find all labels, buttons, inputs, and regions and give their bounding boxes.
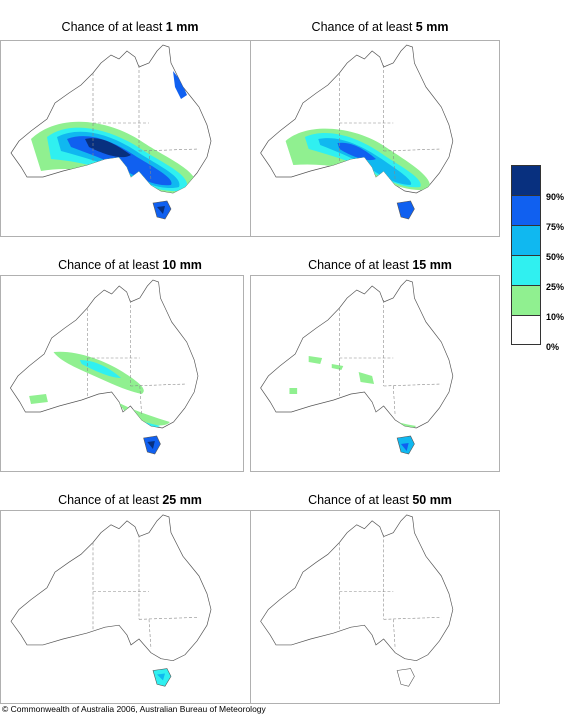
- legend-label: 0%: [546, 342, 560, 352]
- legend-swatch-75: [511, 195, 541, 225]
- legend-label: 90%: [546, 192, 565, 202]
- map-5mm: [250, 40, 500, 237]
- panel-5mm: Chance of at least 5 mm: [250, 0, 510, 240]
- panel-10mm: Chance of at least 10 mm: [0, 240, 260, 475]
- panel-50mm: Chance of at least 50 mm: [250, 475, 510, 705]
- legend-label: 25%: [546, 282, 565, 292]
- australia-map: [260, 279, 454, 455]
- australia-map: [10, 514, 212, 687]
- legend-swatch-0: [511, 315, 541, 345]
- map-1mm: [0, 40, 260, 237]
- legend-swatch-10: [511, 285, 541, 315]
- legend-swatch-90: [511, 165, 541, 195]
- panel-title: Chance of at least 1 mm: [61, 20, 199, 34]
- panel-title: Chance of at least 25 mm: [58, 493, 202, 507]
- panel-15mm: Chance of at least 15 mm: [250, 240, 510, 475]
- copyright-notice: © Commonwealth of Australia 2006, Austra…: [2, 704, 266, 714]
- australia-map: [10, 44, 212, 220]
- legend-label: 50%: [546, 252, 565, 262]
- map-25mm: [0, 510, 260, 704]
- australia-map: [260, 44, 454, 220]
- probability-legend: 90% 75% 50% 25% 10% 0%: [511, 165, 564, 352]
- legend-label: 75%: [546, 222, 565, 232]
- australia-map: [260, 514, 454, 687]
- panel-title: Chance of at least 5 mm: [311, 20, 449, 34]
- map-15mm: [250, 275, 500, 472]
- map-10mm: [0, 275, 244, 472]
- legend-label: 10%: [546, 312, 565, 322]
- panel-25mm: Chance of at least 25 mm: [0, 475, 260, 705]
- panel-title: Chance of at least 50 mm: [308, 493, 452, 507]
- legend-swatch-50: [511, 225, 541, 255]
- map-50mm: [250, 510, 500, 704]
- legend-swatch-25: [511, 255, 541, 285]
- panel-title: Chance of at least 15 mm: [308, 258, 452, 272]
- australia-map: [10, 279, 199, 455]
- panel-1mm: Chance of at least 1 mm: [0, 0, 260, 240]
- panel-title: Chance of at least 10 mm: [58, 258, 202, 272]
